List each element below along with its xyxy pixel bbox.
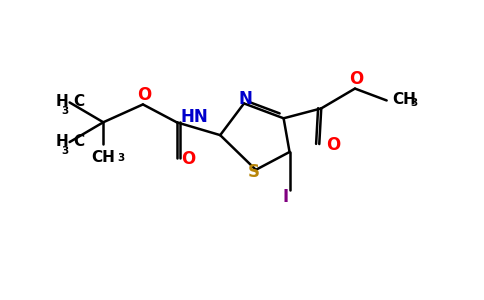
Text: O: O <box>182 150 196 168</box>
Text: N: N <box>238 91 252 109</box>
Text: I: I <box>283 188 288 206</box>
Text: CH: CH <box>393 92 416 107</box>
Text: H: H <box>56 94 69 109</box>
Text: O: O <box>326 136 340 154</box>
Text: CH: CH <box>91 150 115 165</box>
Text: O: O <box>137 85 151 103</box>
Text: 3: 3 <box>117 154 124 164</box>
Text: 3: 3 <box>410 98 417 108</box>
Text: O: O <box>349 70 363 88</box>
Text: 3: 3 <box>61 106 69 116</box>
Text: S: S <box>248 163 260 181</box>
Text: HN: HN <box>181 108 208 126</box>
Text: C: C <box>74 134 85 148</box>
Text: 3: 3 <box>61 146 69 156</box>
Text: C: C <box>74 94 85 109</box>
Text: H: H <box>56 134 69 148</box>
